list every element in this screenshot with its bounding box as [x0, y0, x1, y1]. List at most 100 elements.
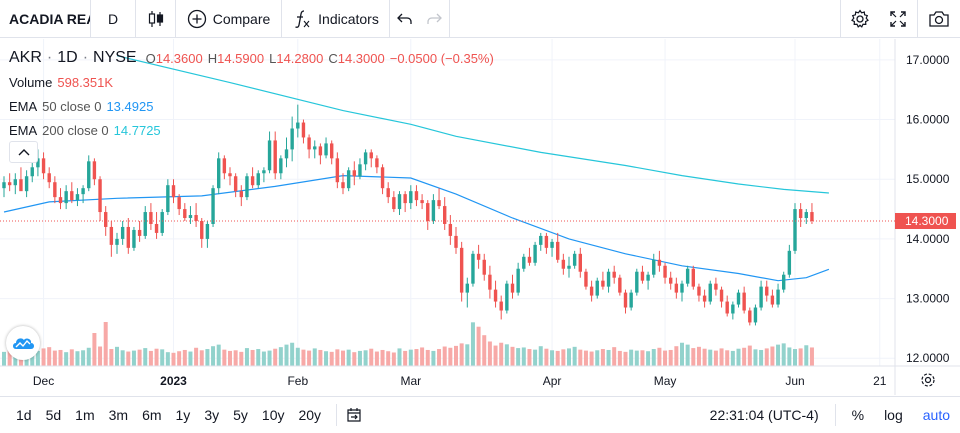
volume-bar [493, 345, 498, 366]
volume-bar [92, 333, 97, 366]
snapshot-button[interactable] [917, 0, 960, 38]
candle-body [669, 277, 673, 284]
volume-bar [442, 346, 447, 366]
candle-body [544, 235, 549, 248]
candle-body [488, 274, 492, 290]
percent-toggle[interactable]: % [851, 407, 865, 423]
axis-settings-gear-icon[interactable] [921, 373, 935, 387]
volume-bar [448, 347, 453, 366]
candle-body [499, 301, 503, 311]
candle-body [556, 241, 560, 260]
volume-bar [538, 346, 543, 366]
volume-bar [47, 347, 52, 366]
volume-bar [572, 346, 577, 366]
volume-label: Volume [9, 74, 53, 90]
candle-body [273, 140, 277, 174]
clock-display[interactable]: 22:31:04 (UTC-4) [710, 404, 836, 426]
volume-bar [685, 344, 690, 366]
volume-bar [13, 351, 18, 366]
volume-bar [346, 349, 351, 366]
calendar-goto-icon [347, 408, 361, 422]
range-3y[interactable]: 3y [204, 407, 220, 423]
volume-bar [663, 350, 668, 366]
candle-body [53, 182, 57, 198]
ema200-label: EMA [9, 122, 38, 138]
legend-ema50-row[interactable]: EMA 50 close 0 13.4925 [9, 94, 494, 118]
volume-bar [736, 348, 741, 366]
volume-bar [374, 351, 379, 366]
candle-body [92, 161, 97, 180]
auto-toggle[interactable]: auto [922, 407, 950, 423]
volume-bar [578, 349, 583, 366]
redo-icon[interactable] [425, 10, 443, 28]
volume-bar [261, 351, 266, 366]
volume-bar [143, 348, 148, 366]
candle-body [41, 158, 46, 174]
legend-ema200-row[interactable]: EMA 200 close 0 14.7725 [9, 118, 494, 142]
volume-bar [211, 346, 216, 366]
legend-interval: 1D [57, 49, 78, 66]
volume-bar [747, 345, 752, 366]
volume-bar [437, 349, 442, 366]
candle-body [13, 179, 17, 186]
tradingview-logo[interactable] [6, 326, 40, 360]
x-tick-label: 21 [873, 374, 887, 388]
candle-body [437, 200, 441, 207]
volume-bar [386, 351, 391, 366]
volume-bar [702, 348, 707, 366]
volume-bar [487, 341, 492, 366]
volume-bar [171, 352, 176, 366]
indicators-button[interactable]: Indicators [282, 0, 390, 38]
range-1y[interactable]: 1y [175, 407, 191, 423]
compare-button[interactable]: Compare [176, 0, 282, 38]
price-chart[interactable]: 17.0000 16.0000 15.0000 14.0000 13.0000 12.00… [0, 39, 960, 395]
candle-body [601, 280, 605, 287]
ema50-line [3, 174, 830, 282]
candle-body [222, 158, 227, 174]
legend-volume-row[interactable]: Volume 598.351K [9, 70, 494, 94]
candle-body [714, 283, 718, 290]
range-1d[interactable]: 1d [16, 407, 32, 423]
volume-bar [742, 347, 747, 366]
range-5d[interactable]: 5d [45, 407, 62, 423]
range-6m[interactable]: 6m [142, 407, 162, 423]
volume-bar [165, 352, 170, 366]
right-tools [840, 0, 960, 38]
candle-body [403, 194, 407, 204]
candle-body [154, 223, 159, 233]
volume-bar [312, 348, 317, 366]
candle-body [782, 274, 786, 290]
range-1m[interactable]: 1m [75, 407, 95, 423]
volume-bar [567, 348, 571, 366]
y-tick-label: 14.0000 [906, 232, 950, 246]
range-10y[interactable]: 10y [261, 407, 285, 423]
undo-redo-group [390, 0, 450, 38]
range-5y[interactable]: 5y [233, 407, 248, 423]
legend-collapse-button[interactable] [9, 141, 38, 163]
goto-date-button[interactable] [345, 406, 363, 424]
interval-button[interactable]: D [91, 0, 136, 38]
candle-body [392, 197, 396, 210]
chart-type-button[interactable] [136, 0, 176, 38]
volume-bar [352, 352, 357, 366]
chevron-up-icon [18, 149, 29, 156]
volume-bar [273, 348, 278, 366]
candle-body [539, 235, 543, 245]
volume-bar [131, 350, 136, 366]
fullscreen-button[interactable] [879, 0, 917, 38]
candle-body [798, 209, 803, 219]
symbol-search-button[interactable]: ACADIA REA [0, 0, 91, 38]
log-toggle[interactable]: log [884, 407, 903, 423]
symbol-label: ACADIA REA [9, 10, 91, 27]
settings-button[interactable] [840, 0, 879, 38]
volume-bar [600, 349, 605, 366]
candle-body [47, 173, 51, 183]
undo-icon[interactable] [396, 10, 414, 28]
x-tick-label: Apr [543, 374, 562, 388]
range-20y[interactable]: 20y [298, 407, 322, 423]
candle-body [595, 280, 599, 296]
volume-bar [521, 347, 526, 366]
volume-bar [318, 349, 323, 366]
range-3m[interactable]: 3m [108, 407, 129, 423]
candle-body [623, 292, 628, 308]
